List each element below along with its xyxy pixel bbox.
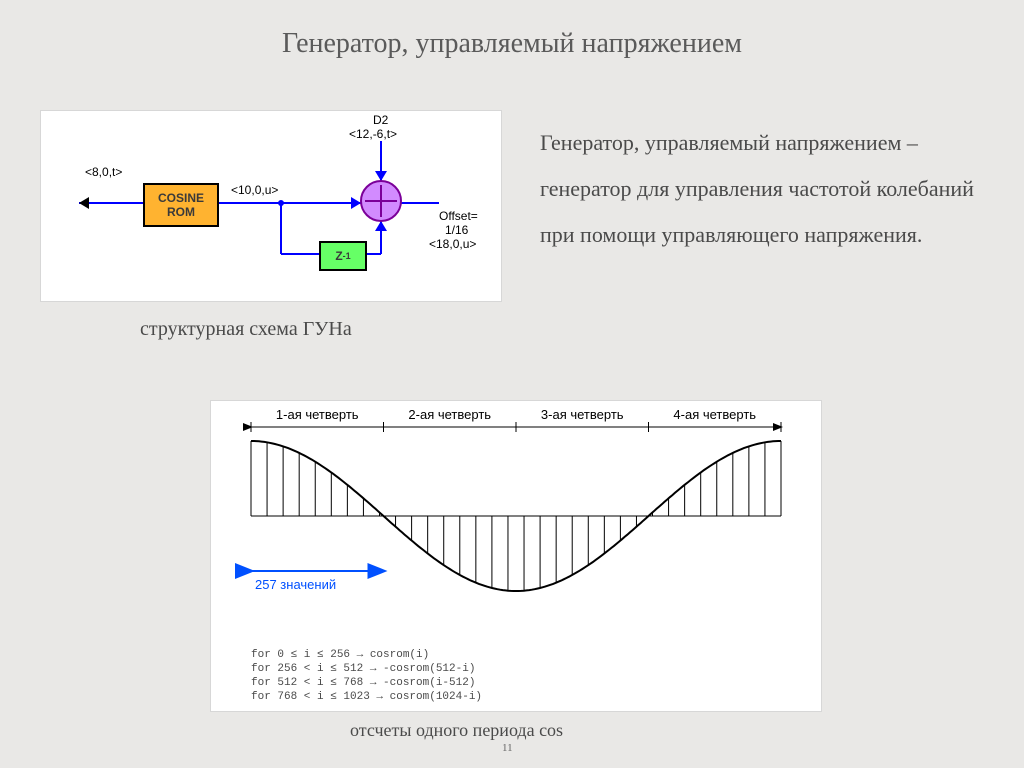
- label-d2v: <12,-6,t>: [349, 127, 397, 141]
- cosine-rom-block: COSINE ROM: [143, 183, 219, 227]
- svg-text:257 значений: 257 значений: [255, 577, 336, 592]
- svg-text:4-ая четверть: 4-ая четверть: [673, 407, 756, 422]
- schematic-svg: [41, 111, 501, 301]
- page-number: 11: [502, 742, 513, 754]
- z-sup: -1: [343, 251, 351, 261]
- label-below: <18,0,u>: [429, 237, 476, 251]
- svg-text:3-ая четверть: 3-ая четверть: [541, 407, 624, 422]
- z-label: Z: [335, 249, 342, 263]
- waveform-svg: 1-ая четверть 2-ая четверть 3-ая четверть 4…: [211, 401, 821, 711]
- z-delay-block: Z-1: [319, 241, 367, 271]
- svg-text:1-ая четверть: 1-ая четверть: [276, 407, 359, 422]
- label-out: <8,0,t>: [85, 165, 122, 179]
- schematic-panel: COSINE ROM Z-1 <8,0,t> <10,0,u> D2 <12,-…: [40, 110, 502, 302]
- waveform-caption: отсчеты одного периода cos: [350, 720, 563, 741]
- slide-title: Генератор, управляемый напряжением: [0, 28, 1024, 60]
- svg-text:for 768 < i ≤ 1023 → cosrom(1: for 768 < i ≤ 1023 → cosrom(1024-i): [251, 691, 482, 703]
- svg-text:for 256 < i ≤ 512 → -cosrom(: for 256 < i ≤ 512 → -cosrom(512-i): [251, 663, 475, 675]
- label-off2: 1/16: [445, 223, 468, 237]
- svg-text:for 0 ≤ i ≤ 256 → cosrom(i: for 0 ≤ i ≤ 256 → cosrom(i): [251, 649, 429, 661]
- schematic-caption: структурная схема ГУНа: [140, 318, 352, 341]
- svg-text:2-ая четверть: 2-ая четверть: [408, 407, 491, 422]
- label-d2: D2: [373, 113, 388, 127]
- svg-text:for 512 < i ≤ 768 → -cosrom(: for 512 < i ≤ 768 → -cosrom(i-512): [251, 677, 475, 689]
- waveform-panel: 1-ая четверть 2-ая четверть 3-ая четверть 4…: [210, 400, 822, 712]
- label-off1: Offset=: [439, 209, 478, 223]
- label-mid: <10,0,u>: [231, 183, 278, 197]
- description-text: Генератор, управляемый напряжением – ген…: [540, 120, 980, 259]
